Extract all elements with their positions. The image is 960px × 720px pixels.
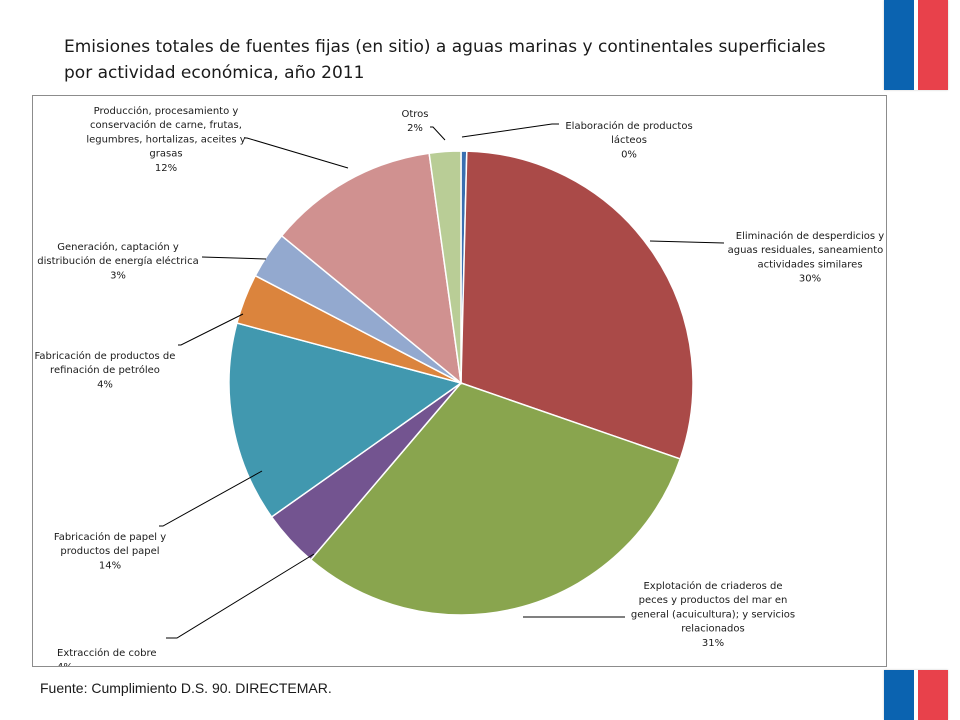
- flag-white-stripe: [914, 0, 918, 90]
- source-note: Fuente: Cumplimiento D.S. 90. DIRECTEMAR…: [40, 680, 332, 696]
- data-label-line: 4%: [57, 662, 73, 666]
- data-label-line: Eliminación de desperdicios y: [736, 230, 885, 242]
- pie-slice: [460, 150, 694, 460]
- data-label-line: 12%: [155, 163, 177, 174]
- leader-line: [201, 256, 267, 260]
- page-title: Emisiones totales de fuentes fijas (en s…: [64, 37, 826, 83]
- data-label-line: refinación de petróleo: [50, 364, 160, 376]
- data-label-line: 30%: [799, 274, 821, 285]
- leader-line: [244, 137, 349, 169]
- data-label: Fabricación de papel y productos del pape…: [54, 531, 166, 571]
- data-label-line: lácteos: [611, 134, 647, 146]
- chile-flag-decoration-bottom: [884, 670, 948, 720]
- data-label: Otros 2%: [401, 109, 428, 134]
- data-label-line: Otros: [401, 109, 428, 120]
- data-label-line: Extracción de cobre: [57, 647, 157, 659]
- data-label: Producción, procesamiento y conservación …: [86, 105, 245, 174]
- data-label-line: grasas: [149, 149, 182, 160]
- data-label-line: Elaboración de productos: [565, 120, 692, 132]
- leader-line: [159, 470, 263, 527]
- chile-flag-decoration-top: [884, 0, 948, 90]
- data-label: Elaboración de productos lácteos 0%: [565, 120, 692, 160]
- data-label-line: Generación, captación y: [57, 241, 179, 253]
- flag-white-stripe: [914, 670, 918, 720]
- pie-slice: [309, 382, 682, 616]
- pie-chart: Elaboración de productos lácteos 0% Elimina…: [35, 105, 886, 666]
- flag-red-stripe: [918, 0, 948, 90]
- data-label: Explotación de criaderos de peces y produ…: [631, 580, 795, 649]
- data-label-line: 0%: [621, 149, 637, 160]
- data-label-line: conservación de carne, frutas,: [90, 119, 242, 131]
- data-label-line: relacionados: [681, 624, 745, 635]
- chart-area: Elaboración de productos lácteos 0% Elimina…: [32, 95, 887, 667]
- leader-line: [461, 123, 559, 138]
- data-label-line: 2%: [407, 123, 423, 134]
- data-label: Extracción de cobre 4%: [57, 647, 157, 666]
- flag-blue-stripe: [884, 670, 914, 720]
- data-label-line: 3%: [110, 270, 126, 281]
- data-label-line: Fabricación de papel y: [54, 531, 166, 543]
- data-label-line: 14%: [99, 560, 121, 571]
- data-label-line: Producción, procesamiento y: [94, 105, 239, 117]
- data-label-line: actividades similares: [757, 259, 862, 270]
- leader-line: [430, 126, 446, 141]
- pie-slice: [228, 322, 463, 518]
- data-label-line: general (acuicultura); y servicios: [631, 609, 795, 620]
- data-label-line: 4%: [97, 379, 113, 390]
- leader-line: [166, 553, 315, 639]
- leader-line: [178, 313, 244, 346]
- data-label: Fabricación de productos de refinación de…: [35, 350, 176, 390]
- data-label-line: peces y productos del mar en: [639, 595, 788, 606]
- data-label-line: distribución de energía eléctrica: [37, 255, 198, 267]
- pie-slice: [428, 150, 462, 384]
- data-label: Generación, captación y distribución de e…: [37, 241, 198, 281]
- data-label-line: 31%: [702, 638, 724, 649]
- data-label-line: legumbres, hortalizas, aceites y: [86, 134, 245, 145]
- data-label-line: aguas residuales, saneamiento y: [728, 245, 886, 256]
- leader-line: [649, 240, 725, 244]
- data-label-line: Fabricación de productos de: [35, 350, 176, 362]
- data-label-line: Explotación de criaderos de: [643, 580, 782, 592]
- pie-slice: [280, 152, 463, 385]
- data-label-line: productos del papel: [60, 546, 159, 557]
- flag-blue-stripe: [884, 0, 914, 90]
- data-label: Eliminación de desperdicios y aguas resid…: [728, 230, 886, 285]
- pie-slices: [228, 150, 694, 616]
- flag-red-stripe: [918, 670, 948, 720]
